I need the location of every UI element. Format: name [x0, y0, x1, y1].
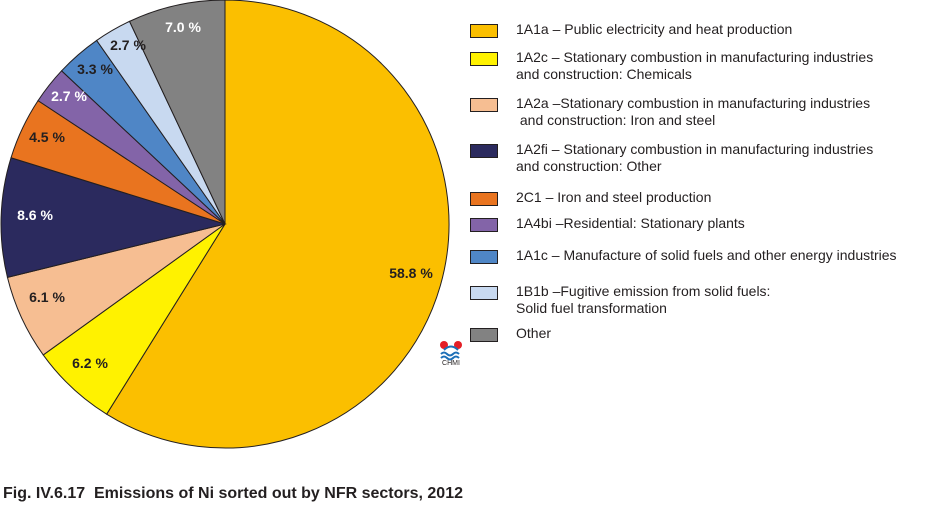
figure-caption: Fig. IV.6.17 Emissions of Ni sorted out … [3, 485, 463, 502]
legend-swatch [470, 286, 498, 300]
slice-value-label: 8.6 % [17, 207, 53, 223]
slice-value-label: 6.1 % [29, 289, 65, 305]
slice-value-label: 2.7 % [110, 37, 146, 53]
legend-swatch [470, 98, 498, 112]
slice-value-label: 4.5 % [29, 129, 65, 145]
pie-slice [0, 157, 227, 278]
legend-label: 2C1 – Iron and steel production [516, 189, 712, 205]
legend-label: Other [516, 325, 552, 341]
legend-swatch [470, 52, 498, 66]
legend-swatch [470, 144, 498, 158]
legend-swatch [470, 250, 498, 264]
legend-label: 1B1b –Fugitive emission from solid fuels… [516, 283, 771, 316]
pie-slice [128, 0, 226, 225]
legend-swatch [470, 24, 498, 38]
pie-slice [105, 0, 450, 449]
logo-text: CHMI [442, 360, 460, 367]
slice-value-label: 2.7 % [51, 88, 87, 104]
legend-label: 1A2c – Stationary combustion in manufact… [516, 49, 874, 82]
legend-label: 1A1a – Public electricity and heat produ… [516, 21, 793, 37]
legend-swatch [470, 328, 498, 342]
slice-value-label: 7.0 % [165, 19, 201, 35]
legend-swatch [470, 218, 498, 232]
chmi-logo: CHMI [436, 340, 466, 370]
legend-label: 1A2a –Stationary combustion in manufactu… [516, 95, 871, 128]
slice-value-label: 58.8 % [389, 265, 433, 281]
slice-value-label: 3.3 % [77, 61, 113, 77]
legend-label: 1A1c – Manufacture of solid fuels and ot… [516, 247, 897, 263]
slice-value-label: 6.2 % [72, 355, 108, 371]
legend-label: 1A2fi – Stationary combustion in manufac… [516, 141, 874, 174]
legend-swatch [470, 192, 498, 206]
legend-label: 1A4bi –Residential: Stationary plants [516, 215, 745, 231]
chmi-logo-icon [440, 341, 462, 361]
